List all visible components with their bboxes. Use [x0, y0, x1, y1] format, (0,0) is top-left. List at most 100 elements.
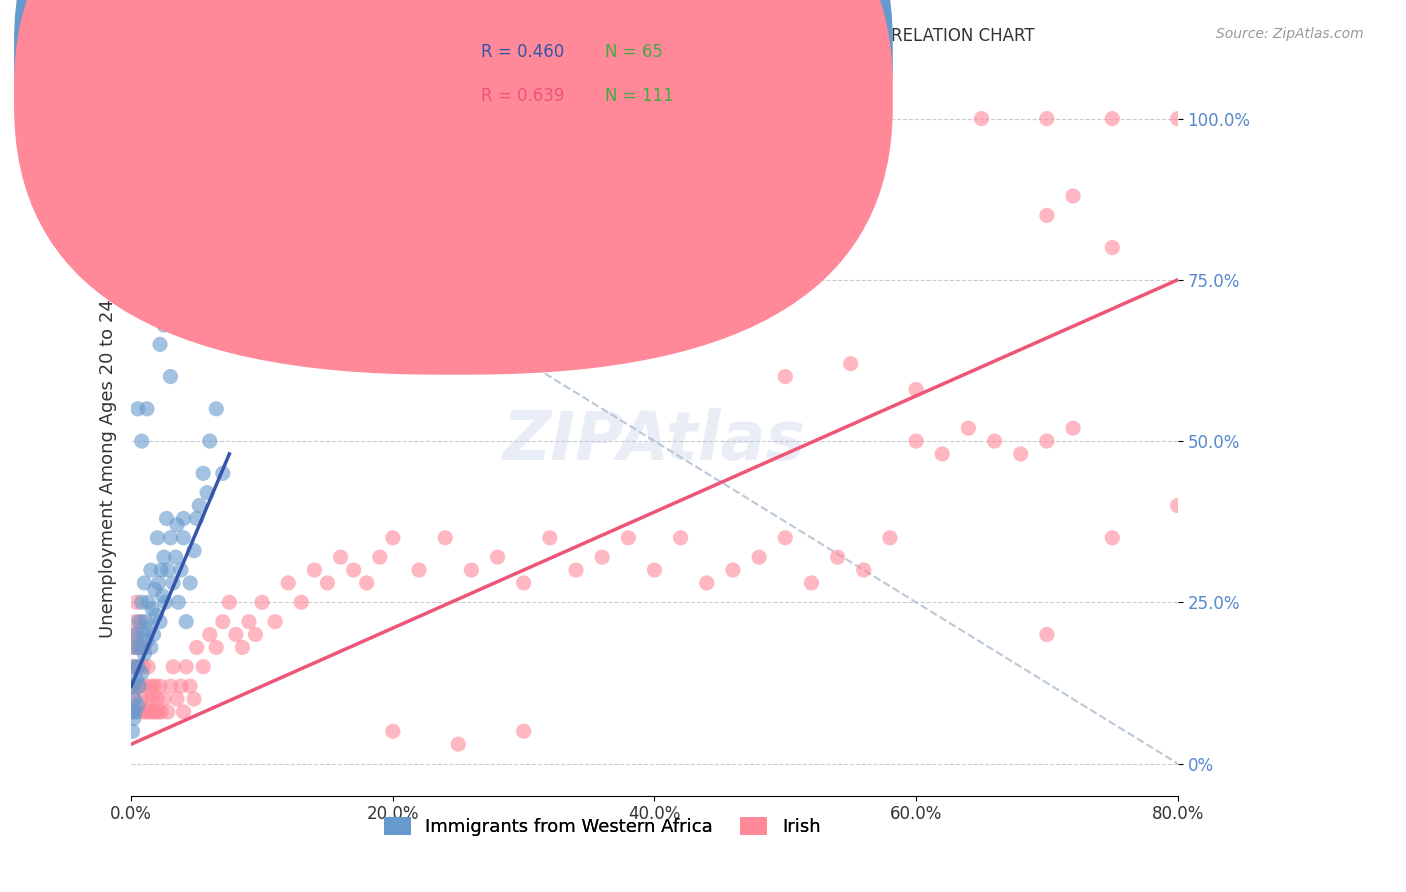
- Point: [447, 737, 470, 751]
- Point: [131, 692, 153, 706]
- Point: [1298, 112, 1320, 126]
- Point: [512, 241, 534, 255]
- Point: [1101, 112, 1123, 126]
- Point: [1362, 112, 1385, 126]
- Point: [139, 640, 162, 655]
- Point: [905, 383, 928, 397]
- Point: [146, 692, 169, 706]
- Point: [800, 576, 823, 591]
- Point: [131, 615, 153, 629]
- Point: [162, 576, 184, 591]
- Point: [121, 724, 143, 739]
- Point: [1101, 241, 1123, 255]
- Point: [139, 705, 162, 719]
- Point: [124, 660, 146, 674]
- Point: [174, 660, 197, 674]
- Point: [131, 434, 153, 448]
- Point: [131, 666, 153, 681]
- Point: [512, 576, 534, 591]
- Point: [166, 692, 188, 706]
- Point: [136, 660, 159, 674]
- Point: [129, 679, 152, 693]
- Point: [193, 660, 215, 674]
- Text: IMMIGRANTS FROM WESTERN AFRICA VS IRISH UNEMPLOYMENT AMONG AGES 20 TO 24 YEARS C: IMMIGRANTS FROM WESTERN AFRICA VS IRISH …: [56, 27, 1035, 45]
- Point: [122, 660, 145, 674]
- Point: [538, 531, 561, 545]
- Point: [122, 711, 145, 725]
- Point: [142, 627, 165, 641]
- Point: [129, 640, 152, 655]
- Point: [225, 627, 247, 641]
- Point: [135, 679, 157, 693]
- Point: [122, 692, 145, 706]
- Point: [173, 705, 195, 719]
- Point: [827, 550, 849, 565]
- Point: [128, 705, 150, 719]
- Point: [1036, 208, 1059, 222]
- Text: ZIPAtlas: ZIPAtlas: [503, 408, 806, 474]
- Point: [578, 253, 600, 268]
- Point: [166, 517, 188, 532]
- Point: [129, 640, 152, 655]
- Point: [170, 563, 193, 577]
- Point: [122, 679, 145, 693]
- Point: [141, 601, 163, 615]
- Point: [591, 550, 613, 565]
- Point: [1167, 112, 1189, 126]
- Legend: Immigrants from Western Africa, Irish: Immigrants from Western Africa, Irish: [377, 810, 828, 844]
- Point: [983, 434, 1005, 448]
- Point: [136, 705, 159, 719]
- Point: [512, 724, 534, 739]
- Point: [149, 615, 172, 629]
- Point: [156, 705, 179, 719]
- Point: [125, 640, 148, 655]
- Point: [643, 227, 665, 242]
- Point: [124, 705, 146, 719]
- Point: [198, 434, 221, 448]
- Point: [134, 647, 156, 661]
- Point: [264, 615, 287, 629]
- Point: [121, 660, 143, 674]
- Point: [143, 305, 166, 319]
- Point: [127, 401, 149, 416]
- Point: [183, 543, 205, 558]
- Point: [408, 563, 430, 577]
- Point: [381, 531, 404, 545]
- Point: [127, 698, 149, 713]
- Point: [696, 576, 718, 591]
- Point: [149, 337, 172, 351]
- Point: [617, 531, 640, 545]
- Point: [127, 627, 149, 641]
- Point: [128, 679, 150, 693]
- Point: [1036, 112, 1059, 126]
- Point: [905, 434, 928, 448]
- Point: [839, 357, 862, 371]
- Point: [1010, 447, 1032, 461]
- Point: [145, 608, 167, 623]
- Point: [970, 112, 993, 126]
- Point: [141, 692, 163, 706]
- Text: N = 111: N = 111: [605, 87, 673, 105]
- Point: [159, 369, 181, 384]
- Point: [218, 595, 240, 609]
- Point: [460, 563, 482, 577]
- Point: [138, 692, 160, 706]
- Point: [149, 679, 172, 693]
- Point: [153, 692, 176, 706]
- Point: [368, 550, 391, 565]
- Point: [135, 615, 157, 629]
- Point: [136, 595, 159, 609]
- Point: [721, 563, 744, 577]
- Point: [150, 563, 173, 577]
- Point: [250, 595, 273, 609]
- Point: [245, 627, 267, 641]
- Point: [152, 589, 174, 603]
- Point: [183, 692, 205, 706]
- Point: [128, 660, 150, 674]
- Point: [159, 531, 181, 545]
- Point: [356, 576, 378, 591]
- Point: [121, 679, 143, 693]
- Point: [238, 615, 260, 629]
- Point: [381, 724, 404, 739]
- Point: [131, 595, 153, 609]
